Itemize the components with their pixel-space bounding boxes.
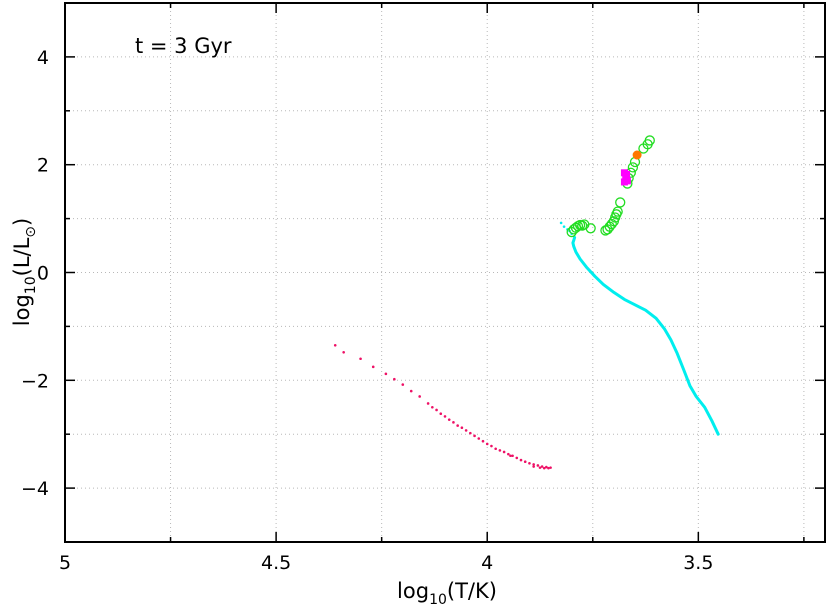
data-point [426,402,430,405]
data-point [572,220,584,232]
data-point [545,465,548,469]
data-point [418,395,421,398]
data-point [439,412,443,416]
data-point [606,218,617,230]
data-point [538,466,542,469]
data-point [481,439,485,443]
data-point [644,135,655,146]
y-tick-label: −4 [21,478,49,500]
series-main_sequence [571,236,720,436]
data-point [494,447,497,451]
y-tick-label: 4 [37,47,49,69]
x-tick-label: 4 [481,552,493,574]
data-point [532,463,535,466]
y-tick-label: 2 [37,155,49,177]
y-tick-label: −2 [21,370,49,392]
data-point [502,450,506,454]
data-point [371,365,375,369]
data-point [623,177,631,185]
data-point [431,405,434,409]
data-point [627,162,639,173]
data-point [562,225,566,228]
series-orange [632,150,642,160]
data-point [511,454,514,458]
data-point [456,424,459,427]
data-point [632,150,642,160]
data-point [612,206,623,217]
data-point [469,431,472,435]
data-point [509,454,512,458]
data-point [359,357,362,361]
axis-ticks [64,2,825,543]
data-point [528,462,531,465]
data-point [620,169,628,177]
data-point [333,343,337,347]
data-point [460,426,464,430]
data-point [464,429,468,432]
x-tick-label: 5 [59,552,71,574]
grid-lines [65,3,825,542]
data-point [547,466,550,470]
data-point [477,437,481,440]
series-magenta [620,169,631,186]
data-point [473,434,476,438]
data-series [333,135,720,470]
x-tick-label: 3.5 [683,552,713,574]
data-point [515,456,519,460]
x-axis-title: log10(T/K) [397,579,497,608]
data-point [540,465,544,468]
data-point [384,372,388,376]
time-annotation: t = 3 Gyr [135,34,232,58]
data-point [542,466,546,470]
data-point [490,444,493,448]
data-point [536,464,540,467]
data-point [401,383,405,386]
series-giants [566,135,655,238]
data-point [435,408,438,412]
y-tick-label: 0 [37,263,49,285]
data-point [452,421,455,424]
x-tick-label: 4.5 [261,552,291,574]
data-point [393,377,396,381]
data-point [443,415,447,418]
data-point [615,197,626,208]
data-point [498,449,502,452]
data-point [549,466,552,469]
tick-labels: 5 4.5 4 3.5 4 2 0 −2 −4 [21,47,713,574]
main-sequence-track [571,236,720,436]
data-point [559,221,563,225]
data-point [507,452,510,456]
data-point [342,350,345,354]
data-point [585,223,596,234]
data-point [519,458,523,462]
data-point [447,418,451,421]
data-point [532,465,535,468]
series-white_dwarfs [333,343,552,470]
data-point [409,389,413,393]
data-point [485,442,489,446]
data-point [523,460,527,463]
y-axis-title: log10(L/L⊙) [10,218,39,326]
